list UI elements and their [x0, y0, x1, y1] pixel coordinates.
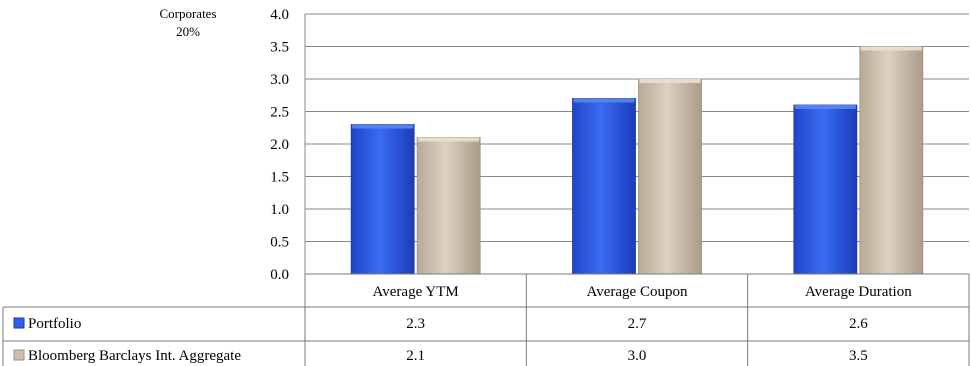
bar-portfolio	[793, 104, 858, 275]
bar-top-highlight	[418, 137, 480, 142]
legend-label: Portfolio	[28, 316, 81, 332]
bar-benchmark	[416, 137, 481, 275]
legend-key-1	[13, 349, 25, 361]
data-table: Average YTM Average Coupon Average Duratio…	[2, 273, 970, 366]
y-tick-label: 2.0	[270, 137, 289, 153]
y-tick-label: 1.0	[270, 202, 289, 218]
y-tick-label: 4.0	[270, 7, 289, 23]
y-tick-label: 3.5	[270, 40, 289, 56]
y-tick-label: 0.0	[270, 267, 289, 283]
bar-top-highlight	[860, 46, 922, 51]
y-tick-label: 2.5	[270, 105, 289, 121]
y-tick-label: 0.5	[270, 235, 289, 251]
legend-key-0	[13, 317, 25, 329]
table-cell: 2.6	[849, 316, 868, 332]
table-cell: 3.0	[628, 348, 647, 364]
y-tick-label: 3.0	[270, 72, 289, 88]
category-label: Average YTM	[373, 284, 459, 300]
category-label: Average Coupon	[587, 284, 688, 300]
table-cell: 3.5	[849, 348, 868, 364]
overlay-fragment-line2: 20%	[176, 24, 200, 39]
bar-benchmark	[859, 46, 924, 275]
category-label: Average Duration	[805, 284, 912, 300]
table-cell: 2.3	[406, 316, 425, 332]
bar-top-highlight	[639, 79, 701, 83]
bar-top-highlight	[573, 98, 635, 103]
bar-portfolio	[572, 98, 636, 275]
bar-portfolio	[350, 124, 415, 275]
bar-top-highlight	[794, 105, 856, 109]
bars	[350, 46, 924, 275]
gridlines	[304, 13, 969, 275]
table-cell: 2.1	[406, 348, 425, 364]
y-axis-ticks: 0.0 0.5 1.0 1.5 2.0 2.5 3.0 3.5 4.0	[270, 7, 289, 283]
overlay-fragment-line1: Corporates	[159, 6, 216, 21]
table-cell: 2.7	[628, 316, 647, 332]
y-tick-label: 1.5	[270, 170, 289, 186]
bar-benchmark	[638, 78, 702, 275]
bar-top-highlight	[352, 124, 414, 129]
legend-label: Bloomberg Barclays Int. Aggregate	[28, 348, 241, 364]
